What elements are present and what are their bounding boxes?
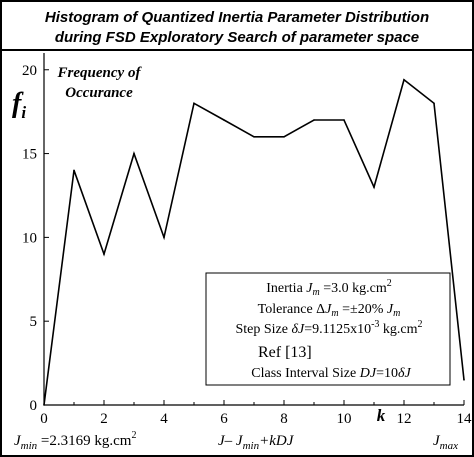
chart-title: Histogram of Quantized Inertia Parameter… — [2, 8, 472, 48]
info-inertia: Inertia Jm =3.0 kg.cm2 — [266, 278, 391, 298]
data-point — [133, 152, 135, 155]
x-tick-label: 10 — [337, 411, 352, 427]
x-tick-label: 8 — [280, 411, 288, 427]
data-point — [403, 79, 405, 81]
info-box — [205, 272, 451, 386]
jmin-label: Jmin =2.3169 kg.cm2 — [14, 430, 136, 452]
title-separator — [2, 49, 472, 51]
data-point — [43, 404, 45, 406]
data-point — [463, 379, 465, 381]
data-point — [283, 136, 285, 138]
x-tick-label: 6 — [220, 411, 228, 427]
x-tick-label: 12 — [397, 411, 412, 427]
y-axis-label: fi — [12, 88, 26, 122]
y-tick-label: 10 — [22, 230, 37, 246]
info-step-size: Step Size δJ=9.1125x10-3 kg.cm2 — [235, 319, 422, 337]
data-point — [313, 119, 315, 121]
data-point — [73, 169, 75, 172]
info-ref: Ref [13] — [258, 344, 312, 361]
axis-ticks: 0 5 10 15 20 0 2 4 6 8 10 12 14 — [22, 63, 472, 427]
y-tick-label: 0 — [30, 398, 38, 414]
data-point — [163, 236, 165, 239]
y-tick-label: 20 — [22, 63, 37, 79]
x-tick-label: 4 — [160, 411, 168, 427]
data-point — [343, 119, 345, 121]
x-axis-label: k — [377, 406, 386, 425]
info-class-interval: Class Interval Size DJ=10δJ — [251, 366, 411, 381]
inner-label-line2: Occurance — [65, 85, 133, 101]
y-tick-label: 15 — [22, 147, 37, 163]
data-point — [103, 253, 105, 255]
data-point — [253, 136, 255, 138]
data-point — [373, 186, 375, 188]
data-point — [433, 102, 435, 105]
chart-title-line2: during FSD Exploratory Search of paramet… — [54, 29, 420, 46]
y-tick-label: 5 — [30, 314, 38, 330]
data-point — [193, 102, 195, 105]
series-group — [43, 78, 465, 406]
inner-label-line1: Frequency of — [57, 65, 143, 81]
chart-title-line1: Histogram of Quantized Inertia Parameter… — [44, 9, 430, 26]
data-point — [223, 119, 225, 121]
jmax-label: Jmax — [433, 433, 458, 452]
x-tick-label: 14 — [457, 411, 473, 427]
x-tick-label: 2 — [100, 411, 108, 427]
x-tick-label: 0 — [40, 411, 48, 427]
j-formula: J– Jmin+kDJ — [218, 433, 295, 452]
info-tolerance: Tolerance ΔJm =±20% Jm — [258, 302, 401, 319]
